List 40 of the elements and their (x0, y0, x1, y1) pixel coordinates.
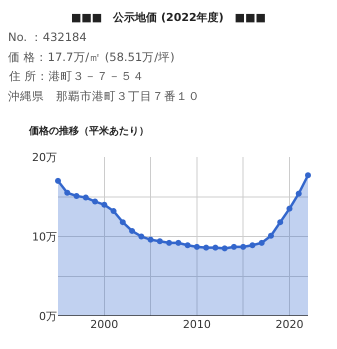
point (166, 240, 172, 246)
point (222, 245, 228, 252)
point (148, 236, 154, 243)
x-tick-label: 2000 (90, 318, 118, 331)
point (258, 240, 265, 246)
point (268, 232, 274, 239)
point (230, 244, 237, 250)
point (175, 240, 182, 246)
point (286, 206, 292, 212)
point (74, 192, 80, 199)
point (120, 219, 126, 226)
y-tick-label: 0万 (39, 310, 57, 323)
chart-title: ■■■ 公示地価 (2022年度) ■■■ (71, 11, 266, 24)
x-tick-label: 2010 (182, 318, 211, 331)
point (138, 234, 144, 240)
point (129, 228, 136, 234)
y-tick-label: 10万 (32, 230, 57, 244)
point (305, 172, 311, 178)
point (101, 202, 108, 208)
point (277, 219, 284, 226)
point (64, 190, 70, 196)
point (194, 244, 200, 250)
point (203, 244, 210, 251)
point (249, 242, 256, 248)
x-tick-label: 2020 (275, 318, 304, 331)
point (184, 242, 191, 248)
chart-subtitle: 価格の推移（平米あたり） (28, 125, 149, 137)
text: 住 所：港町３－７－５４ (8, 69, 145, 83)
text: 沖縄県 那覇市港町３丁目７番１０ (8, 89, 200, 103)
y-tick-label: 20万 (32, 150, 57, 164)
point (156, 238, 163, 244)
text: 価 格：17.7万/㎡ (58.51万/坪) (8, 50, 175, 64)
text: No. ：432184 (8, 30, 87, 44)
point (82, 194, 89, 201)
point (110, 208, 117, 214)
point (55, 178, 61, 184)
point (240, 244, 246, 250)
point (92, 198, 98, 205)
point (296, 190, 302, 197)
point (212, 244, 218, 251)
